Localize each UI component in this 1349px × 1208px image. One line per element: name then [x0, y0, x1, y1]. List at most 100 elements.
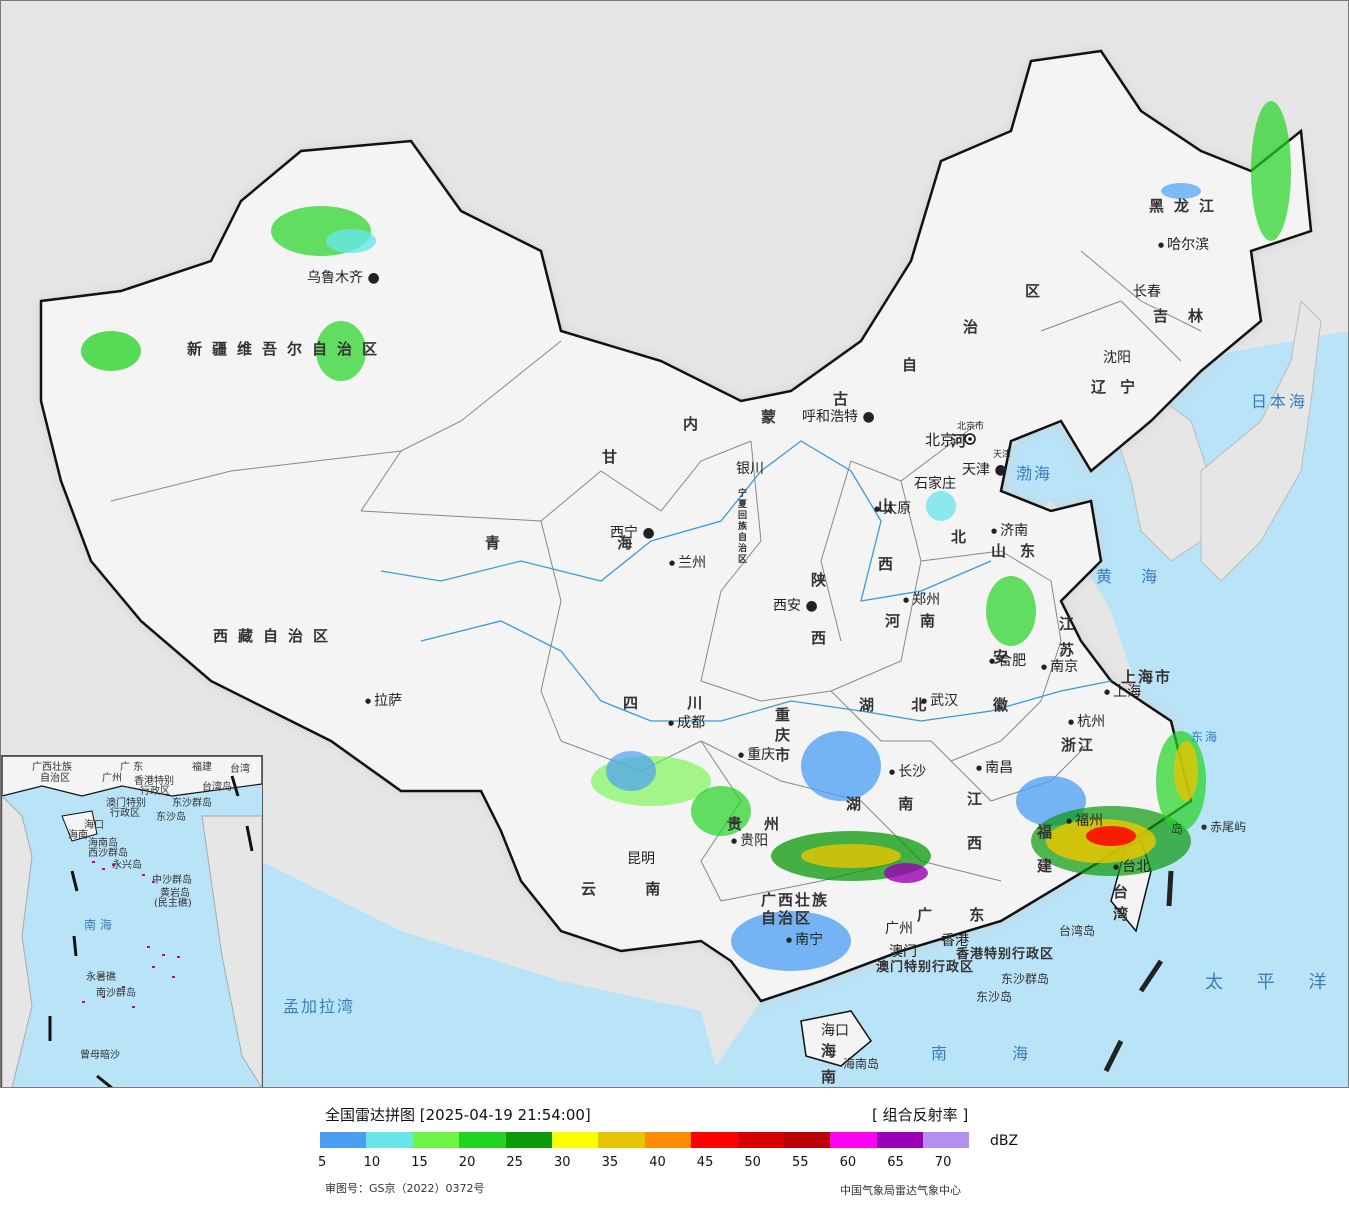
island-taiwan: 台湾岛: [1059, 924, 1096, 938]
province-label-neimenggu-zhi: 治: [963, 318, 989, 336]
province-label-yunnan: 云 南: [581, 880, 683, 898]
province-label-jiangsu: 江苏: [1059, 615, 1075, 659]
province-label-hebei: 河北: [951, 432, 967, 546]
colorbar-swatch: [783, 1132, 831, 1148]
inset-label-nanhai: 南 海: [84, 918, 112, 932]
inset-label-guangzhou: 广州: [102, 773, 122, 784]
city-tianjinshi: 天津: [993, 450, 1012, 460]
province-label-anhui: 安徽: [993, 648, 1009, 714]
province-label-macau: 澳门特别行政区: [876, 960, 975, 975]
dbz-colorbar: [320, 1132, 970, 1148]
province-label-guangxi: 广西壮族自治区: [761, 891, 830, 927]
province-label-fujian: 福建: [1037, 823, 1053, 875]
colorbar-swatch: [737, 1132, 784, 1148]
inset-label-taiwan: 台湾: [230, 764, 250, 775]
island-dongshaqundao: 东沙群岛: [1001, 972, 1050, 986]
inset-canvas: [2, 756, 262, 1087]
city-hefei: 合肥: [989, 653, 1026, 671]
province-label-shanxi: 山西: [878, 497, 894, 573]
inset-label-zhongsha: 中沙群岛: [152, 875, 192, 886]
city-kunming: 昆明: [627, 851, 655, 867]
colorbar-tick: 70: [934, 1155, 952, 1170]
capital-marker: [964, 433, 976, 445]
maritime-boundary: [1103, 870, 1174, 1073]
sea-bohai: 渤海: [1016, 464, 1053, 483]
province-label-liaoning: 辽宁: [1091, 378, 1150, 396]
dbz-ticks: 5 10 15 20 25 30 35 40 45 50 55 60 65 70: [0, 1155, 1349, 1173]
province-label-hainan: 海南: [821, 1042, 843, 1086]
sea-huanghai: 黄 海: [1096, 567, 1170, 586]
inset-label-fujian: 福建: [192, 762, 212, 773]
radar-echoes: [81, 101, 1291, 971]
city-hohhot: 呼和浩特 ●: [802, 409, 875, 425]
province-label-chongqing: 重庆市: [775, 706, 791, 764]
island-diaoyu: 岛: [1171, 822, 1184, 836]
city-lanzhou: 兰州: [669, 555, 706, 573]
province-label-xinjiang: 新疆维吾尔自治区: [187, 340, 388, 358]
city-beijing: 北京: [925, 431, 956, 449]
south-china-sea-inset: 广西壮族 自治区 广 东 福建 台湾 广州 香港特别 行政区 台湾岛 澳门特别 …: [1, 755, 263, 1087]
rivers: [380, 440, 1112, 722]
province-label-neimenggu-meng: 蒙: [761, 408, 787, 426]
inset-label-guangxi: 广西壮族: [32, 762, 72, 773]
city-yinchuan: 银川: [736, 461, 764, 477]
inset-label-xisha: 西沙群岛: [88, 848, 128, 859]
ocean-bay-of-bengal: [261, 861, 721, 1087]
colorbar-tick: 50: [744, 1155, 761, 1170]
city-hongkong: 香港: [941, 933, 969, 949]
province-label-jiangxi: 江西: [967, 790, 983, 852]
inset-label-nansha: 南沙群岛: [96, 988, 136, 999]
city-nanning: 南宁: [786, 932, 823, 950]
colorbar-swatch: [923, 1132, 970, 1148]
sea-pacific: 太 平 洋: [1205, 972, 1341, 993]
sea-donghai: 东海: [1191, 730, 1220, 744]
city-shijiazhuang: 石家庄: [914, 476, 956, 492]
colorbar-tick: 10: [363, 1155, 381, 1170]
city-nanchang: 南昌: [976, 760, 1013, 778]
province-label-taiwan: 台湾: [1113, 883, 1129, 923]
city-fuzhou: 福州: [1066, 813, 1103, 831]
colorbar-swatch: [551, 1132, 599, 1148]
province-label-neimenggu-gu: 古: [833, 390, 859, 408]
colorbar-tick: 40: [649, 1155, 666, 1170]
colorbar-tick: 20: [458, 1155, 476, 1170]
city-taiyuan: 太原: [874, 501, 911, 519]
city-guangzhou: 广州: [885, 921, 913, 937]
inset-label-hongkong2: 行政区: [140, 786, 170, 797]
colorbar-swatch: [830, 1132, 877, 1148]
province-label-zhejiang: 浙江: [1061, 736, 1096, 754]
inset-label-macau: 澳门特别: [106, 798, 146, 809]
province-label-jilin: 吉林: [1153, 307, 1224, 325]
land-japan: [1200, 299, 1322, 582]
inset-label-haikou: 海口: [84, 820, 104, 831]
colorbar-swatch: [412, 1132, 460, 1148]
province-label-xizang: 西藏自治区: [213, 627, 339, 645]
city-xining: 西宁 ●: [610, 525, 655, 541]
city-chengdu: 成都: [668, 715, 705, 733]
colorbar-swatch: [644, 1132, 692, 1148]
province-label-hubei: 湖 北: [859, 696, 943, 714]
city-changchun: 长春: [1133, 284, 1161, 300]
inset-label-dongshadao: 东沙岛: [156, 812, 186, 823]
city-changsha: 长沙: [889, 764, 926, 782]
inset-label-zizhiqu: 自治区: [40, 773, 70, 784]
city-shenyang: 沈阳: [1103, 350, 1131, 366]
city-chongqing: 重庆: [738, 747, 775, 765]
colorbar-swatch: [459, 1132, 506, 1148]
city-zhengzhou: 郑州: [903, 592, 940, 610]
province-label-hunan: 湖 南: [846, 795, 930, 813]
inset-label-zengmu: 曾母暗沙: [80, 1050, 120, 1061]
legend-unit: dBZ: [990, 1133, 1019, 1149]
inset-label-dongsha: 东沙群岛: [172, 798, 212, 809]
sea-japan: 日本海: [1251, 392, 1309, 411]
city-beijingshi: 北京市: [957, 422, 985, 432]
city-hangzhou: 杭州: [1068, 714, 1105, 732]
inset-label-macau2: 行政区: [110, 808, 140, 819]
province-label-neimenggu-zi: 自: [902, 356, 928, 374]
colorbar-swatch: [366, 1132, 413, 1148]
colorbar-tick: 25: [506, 1155, 523, 1170]
sea-south-china: 南 海: [931, 1044, 1059, 1063]
legend-title: 全国雷达拼图 [2025-04-19 21:54:00]: [325, 1106, 591, 1124]
colorbar-tick: 35: [601, 1155, 619, 1170]
province-label-heilongjiang: 黑龙江: [1149, 197, 1225, 215]
